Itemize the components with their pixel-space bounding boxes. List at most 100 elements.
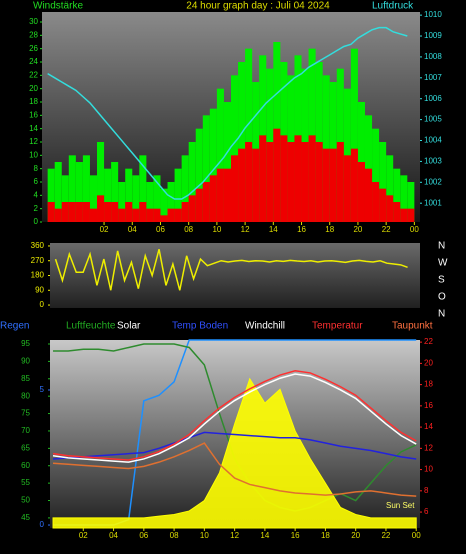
bar [315,142,323,222]
y-tick-label: 4 [34,190,39,199]
bar [301,142,309,222]
x-tick-label: 20 [353,225,362,234]
y-tick-label: 18 [424,380,433,389]
x-tick-label: 04 [128,225,137,234]
bar [75,162,83,222]
bar [82,202,90,222]
bar [209,175,217,222]
bar [407,208,415,222]
y-tick-label: 90 [21,357,30,366]
x-tick-label: 02 [79,531,88,540]
bar [231,155,239,222]
bar [379,188,387,222]
bar [97,142,105,222]
y-tick-label: 1007 [424,73,442,82]
y-tick-label: 22 [424,337,433,346]
x-tick-label: 22 [382,225,391,234]
x-tick-label: 22 [381,531,390,540]
y-tick-label: 1002 [424,177,442,186]
x-tick-label: 16 [291,531,300,540]
y-tick-label: 80 [21,391,30,400]
bar [216,168,224,222]
bar [54,208,62,222]
bar [372,128,380,222]
bar [181,202,189,222]
y-tick-label: 8 [424,486,429,495]
bar [393,168,401,222]
bar [125,168,133,222]
legend-entry: Taupunkt [392,321,433,332]
area [52,377,417,529]
bar [386,155,394,222]
x-tick-label: 10 [212,225,221,234]
bar [97,195,105,222]
y-tick-label: 6 [424,507,429,516]
bar [188,195,196,222]
direction-label: O [438,292,446,303]
y-tick-label: 2 [34,204,39,213]
direction-label: N [438,241,445,252]
bar [238,62,246,222]
bar [118,182,126,222]
bar [202,182,210,222]
bar [125,202,133,222]
bar [231,75,239,222]
y-tick-label: 95 [21,339,30,348]
x-tick-label: 00 [410,225,419,234]
bar [82,155,90,222]
bar [223,168,231,222]
x-tick-label: 18 [321,531,330,540]
bar [47,202,55,222]
bar [393,202,401,222]
bar [61,202,69,222]
y-tick-label: 16 [424,401,433,410]
bar [47,168,55,222]
y-tick-label: 1010 [424,10,442,19]
x-tick-label: 00 [412,531,421,540]
chart-title: 24 hour graph day : Juli 04 2024 [186,1,330,12]
bar [350,148,358,222]
plot-area [50,243,420,308]
direction-label: S [438,275,445,286]
bar [153,208,161,222]
y-tick-label: 1009 [424,31,442,40]
legend-entry: Temperatur [312,321,363,332]
x-tick-label: 14 [260,531,269,540]
y-tick-label: 26 [29,44,38,53]
y-tick-label: 5 [40,385,45,394]
bar [273,128,281,222]
line [52,370,417,461]
y-tick-label: 24 [29,57,38,66]
y-tick-label: 20 [424,358,433,367]
bar [188,142,196,222]
x-tick-label: 08 [170,531,179,540]
x-tick-label: 12 [230,531,239,540]
y-tick-label: 8 [34,164,39,173]
bar [104,202,112,222]
bar [104,168,112,222]
y-tick-label: 20 [29,84,38,93]
y-tick-label: 12 [29,137,38,146]
y-tick-label: 360 [31,241,45,250]
bar [68,155,76,222]
x-tick-label: 06 [156,225,165,234]
bar [259,135,267,222]
bar [280,135,288,222]
bar [386,195,394,222]
bar [322,75,330,222]
annotation: Sun Set [386,501,415,510]
y-tick-label: 14 [424,422,433,431]
bar [75,202,83,222]
bar [146,208,154,222]
bar [238,148,246,222]
bar [132,175,140,222]
bar [336,142,344,222]
y-tick-label: 1003 [424,157,442,166]
y-tick-label: 28 [29,30,38,39]
y2-axis-label: Luftdruck [372,1,414,12]
bar [400,175,408,222]
bar [195,128,203,222]
bar [118,208,126,222]
bar [245,142,253,222]
